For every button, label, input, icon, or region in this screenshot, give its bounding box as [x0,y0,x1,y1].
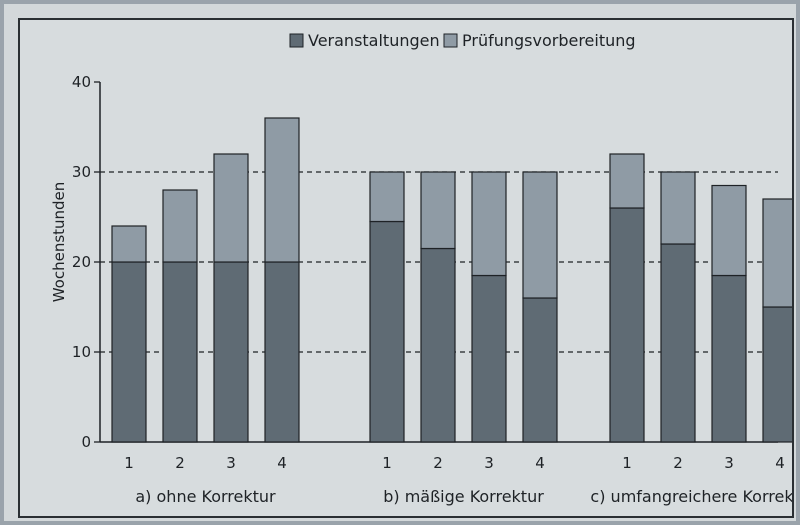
bar-pruefungsvorbereitung-3-1 [609,153,645,209]
legend-swatch-pruefungsvorbereitung [443,33,458,48]
bar-veranstaltungen-1-4 [264,261,300,443]
bar-pruefungsvorbereitung-1-1 [111,225,147,263]
bar-veranstaltungen-2-1 [369,220,405,443]
x-tick-label-2-1: 1 [382,454,392,472]
x-tick-label-2-2: 2 [433,454,443,472]
x-tick-label-2-3: 3 [484,454,494,472]
bar-pruefungsvorbereitung-2-4 [522,171,558,299]
bar-pruefungsvorbereitung-2-1 [369,171,405,223]
group-label-2: b) mäßige Korrektur [383,487,544,506]
bar-veranstaltungen-2-3 [471,274,507,443]
y-tick-label-20: 20 [72,253,91,271]
x-tick-label-3-1: 1 [622,454,632,472]
bar-veranstaltungen-3-4 [762,306,792,443]
bar-pruefungsvorbereitung-3-2 [660,171,696,245]
chart-frame: 0 10 20 30 40 Wochenstunden 1 2 3 4 a) ohne Korrek… [18,18,794,518]
x-tick-label-1-1: 1 [124,454,134,472]
x-tick-label-3-3: 3 [724,454,734,472]
bar-veranstaltungen-1-2 [162,261,198,443]
legend-label-veranstaltungen: Veranstaltungen [308,31,440,50]
y-tick-label-30: 30 [72,163,91,181]
bar-veranstaltungen-2-2 [420,247,456,443]
x-tick-label-1-3: 3 [226,454,236,472]
bar-veranstaltungen-3-2 [660,243,696,443]
x-tick-label-1-4: 4 [277,454,287,472]
bar-pruefungsvorbereitung-2-2 [420,171,456,250]
legend-swatch-veranstaltungen [289,33,304,48]
bar-veranstaltungen-1-1 [111,261,147,443]
x-tick-label-1-2: 2 [175,454,185,472]
bar-pruefungsvorbereitung-1-2 [162,189,198,263]
bar-veranstaltungen-3-1 [609,207,645,443]
y-tick-label-40: 40 [72,73,91,91]
legend-label-pruefungsvorbereitung: Prüfungsvorbereitung [462,31,636,50]
y-axis-label: Wochenstunden [50,182,68,303]
bar-veranstaltungen-3-3 [711,274,747,443]
y-tick-label-0: 0 [81,433,91,451]
bar-pruefungsvorbereitung-1-4 [264,117,300,263]
y-tick-label-10: 10 [72,343,91,361]
bar-veranstaltungen-1-3 [213,261,249,443]
book-page: 0 10 20 30 40 Wochenstunden 1 2 3 4 a) ohne Korrek… [4,4,796,521]
bar-veranstaltungen-2-4 [522,297,558,443]
x-tick-label-2-4: 4 [535,454,545,472]
x-tick-label-3-2: 2 [673,454,683,472]
x-tick-label-3-4: 4 [775,454,785,472]
bar-pruefungsvorbereitung-2-3 [471,171,507,277]
bar-pruefungsvorbereitung-1-3 [213,153,249,263]
bar-pruefungsvorbereitung-3-4 [762,198,792,308]
bar-pruefungsvorbereitung-3-3 [711,184,747,277]
group-label-3: c) umfangreichere Korrektur [590,487,792,506]
group-label-1: a) ohne Korrektur [135,487,276,506]
